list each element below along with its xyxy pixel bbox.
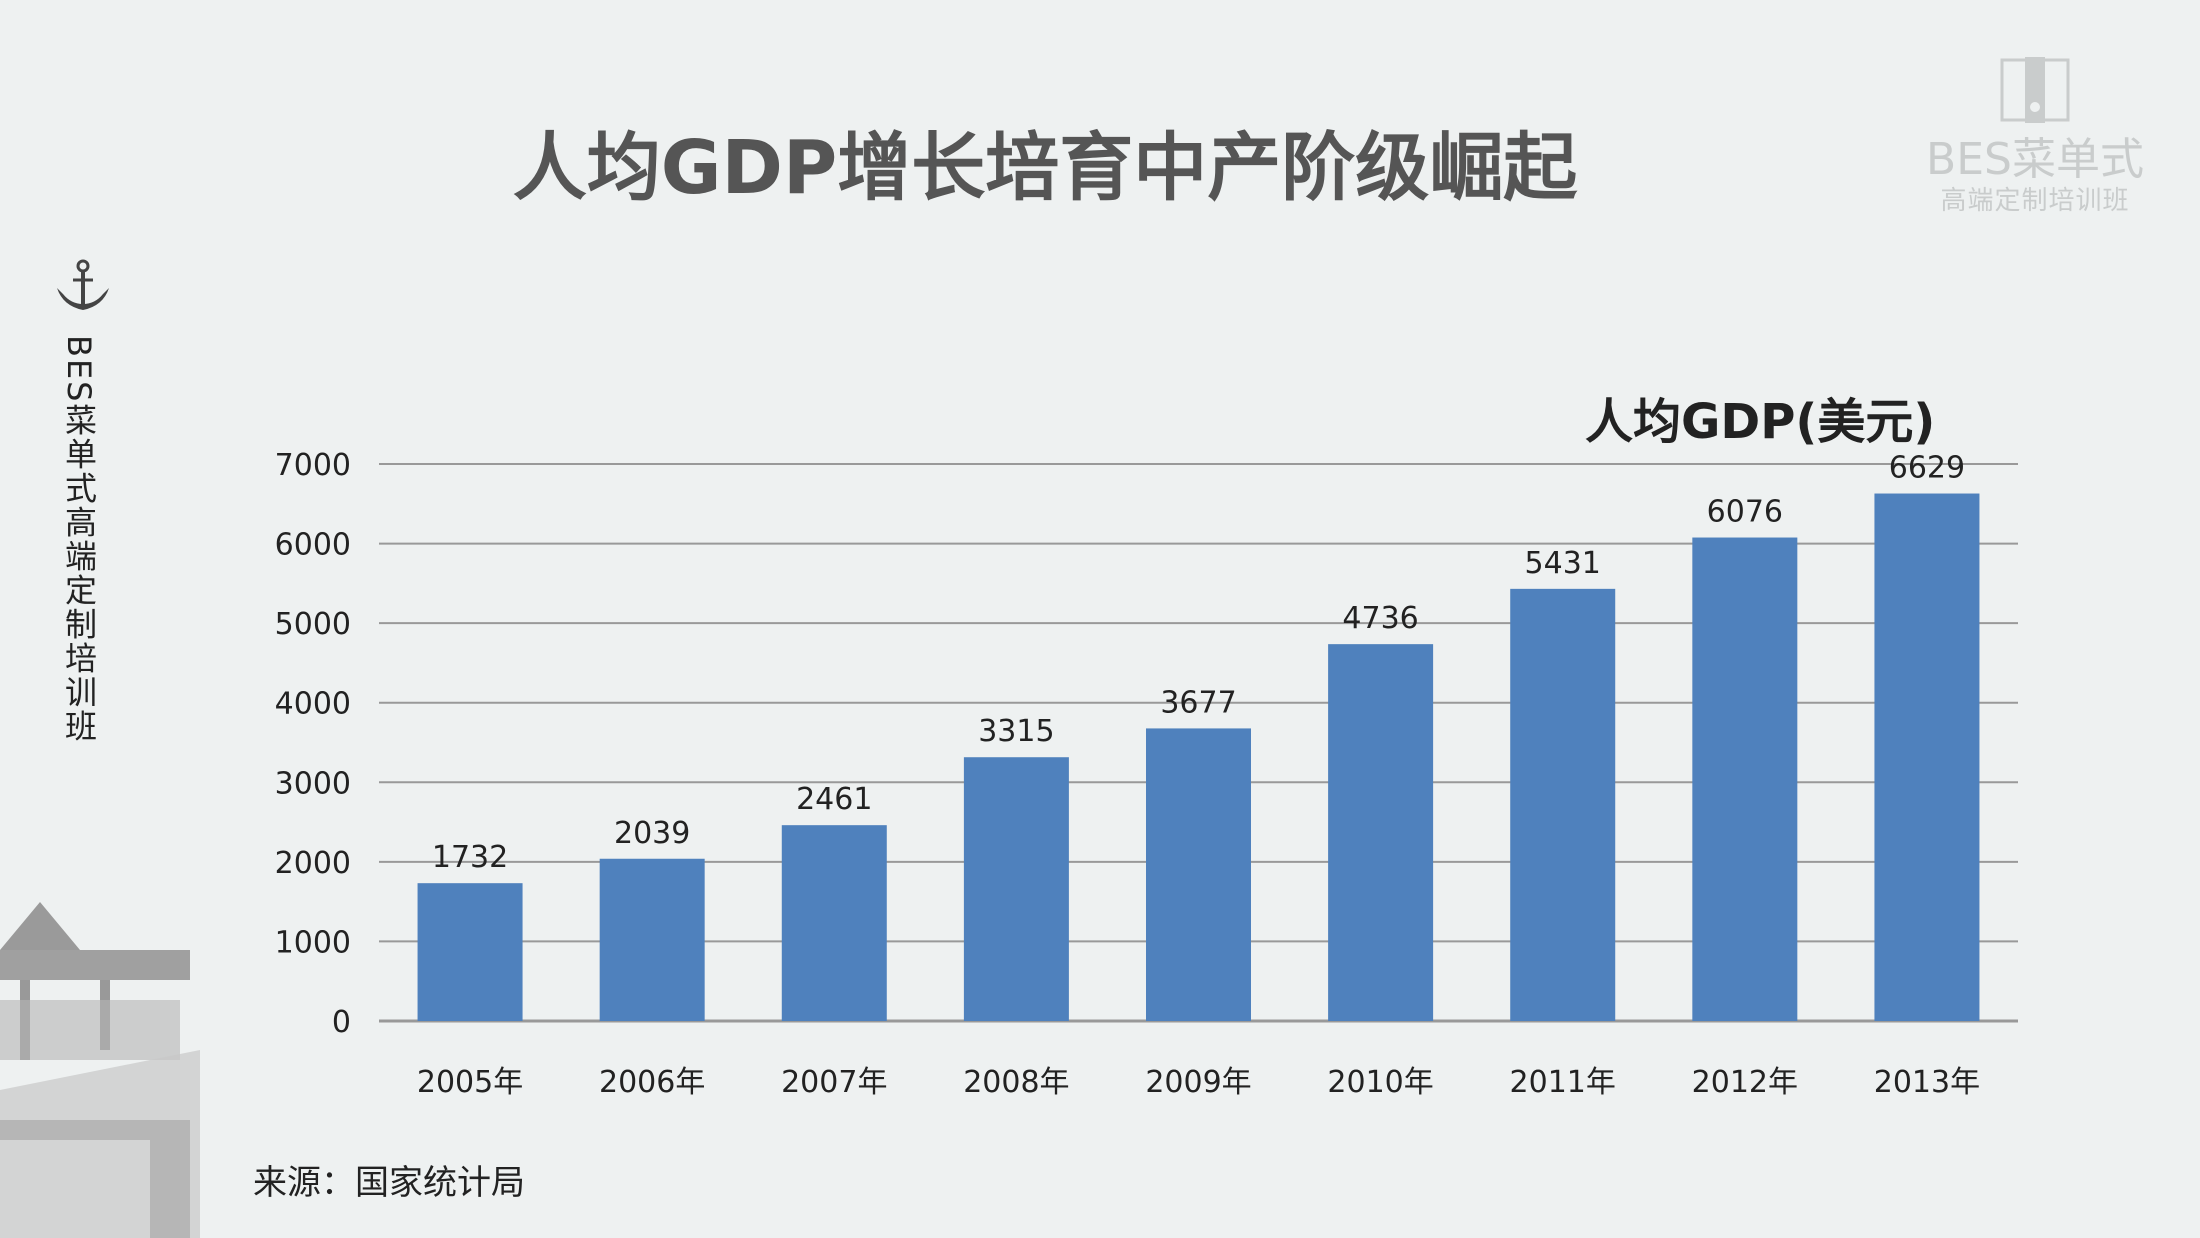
logo-line2: 高端定制培训班 (1940, 186, 2130, 216)
brand-logo: BES菜单式 高端定制培训班 (1910, 55, 2160, 217)
bar (417, 883, 523, 1021)
side-brand-text: BES菜单式高端定制培训班 (60, 335, 98, 744)
x-tick-label: 2007年 (781, 1065, 887, 1100)
data-label: 4736 (1342, 601, 1418, 636)
pier-scenery-image (0, 902, 200, 1238)
bar (1692, 537, 1798, 1021)
logo-line1: BES菜单式 (1926, 134, 2144, 185)
x-tick-label: 2011年 (1510, 1065, 1616, 1100)
x-tick-label: 2013年 (1874, 1065, 1980, 1100)
bar (1874, 493, 1980, 1021)
data-label: 6629 (1889, 451, 1965, 486)
y-tick-label: 4000 (275, 687, 351, 722)
y-tick-label: 5000 (275, 607, 351, 642)
y-tick-label: 3000 (275, 766, 351, 801)
bar (963, 757, 1069, 1021)
data-label: 3315 (978, 714, 1054, 749)
y-tick-label: 6000 (275, 528, 351, 563)
x-tick-label: 2005年 (417, 1065, 523, 1100)
data-label: 2461 (796, 782, 872, 817)
data-label: 6076 (1707, 495, 1783, 530)
y-tick-label: 7000 (275, 448, 351, 483)
data-label: 2039 (614, 816, 690, 851)
bar (599, 858, 705, 1021)
x-tick-label: 2006年 (599, 1065, 705, 1100)
bar (1146, 728, 1251, 1021)
series-label: 人均GDP(美元) (1585, 394, 1936, 450)
data-label: 5431 (1525, 546, 1601, 581)
anchor-icon (57, 259, 109, 310)
book-logo-icon (2000, 57, 2070, 123)
data-label: 1732 (432, 840, 508, 875)
y-tick-label: 2000 (275, 846, 351, 881)
y-tick-label: 0 (332, 1005, 351, 1040)
source-note: 来源：国家统计局 (253, 1163, 525, 1203)
y-tick-label: 1000 (275, 925, 351, 960)
chart-title: 人均GDP增长培育中产阶级崛起 (512, 125, 1578, 211)
x-tick-label: 2012年 (1692, 1065, 1798, 1100)
bar (781, 825, 887, 1021)
x-tick-label: 2008年 (963, 1065, 1069, 1100)
bar (1328, 644, 1434, 1021)
bar (1510, 588, 1616, 1021)
data-label: 3677 (1160, 685, 1236, 720)
x-tick-label: 2009年 (1145, 1065, 1251, 1100)
x-tick-label: 2010年 (1327, 1065, 1433, 1100)
